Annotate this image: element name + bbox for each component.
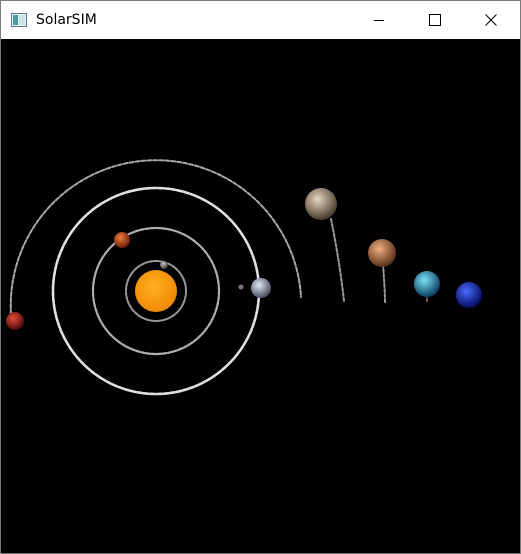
orbit-trail-jupiter xyxy=(330,218,345,302)
simulation-canvas[interactable] xyxy=(1,39,520,553)
planet-jupiter[interactable] xyxy=(305,188,337,220)
planet-neptune[interactable] xyxy=(456,282,482,308)
orbit-trail-mercury xyxy=(125,260,187,322)
planet-mars[interactable] xyxy=(6,312,24,330)
planet-saturn[interactable] xyxy=(368,239,396,267)
orbit-trail-saturn xyxy=(382,263,386,304)
window-title: SolarSIM xyxy=(36,12,97,28)
maximize-icon xyxy=(429,14,441,26)
minimize-button[interactable] xyxy=(351,1,407,39)
orbit-trail-mars xyxy=(9,159,302,315)
app-window-icon xyxy=(11,12,27,27)
planet-earth[interactable] xyxy=(251,278,271,298)
orbit-trail-venus xyxy=(91,226,221,356)
orbit-trails xyxy=(9,159,428,396)
close-button[interactable] xyxy=(463,1,519,39)
maximize-button[interactable] xyxy=(407,1,463,39)
close-icon xyxy=(485,14,497,26)
planet-earth-moon[interactable] xyxy=(238,284,244,290)
minimize-icon xyxy=(373,14,385,26)
sun-body[interactable] xyxy=(135,270,177,312)
title-bar[interactable]: SolarSIM xyxy=(1,1,520,39)
planet-venus[interactable] xyxy=(114,232,130,248)
planet-uranus[interactable] xyxy=(414,271,440,297)
planet-mercury[interactable] xyxy=(160,261,168,269)
